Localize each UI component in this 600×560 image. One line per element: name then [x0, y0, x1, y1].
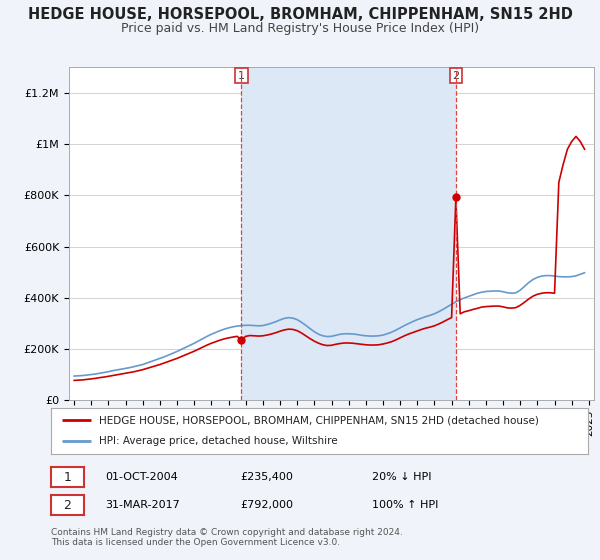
- Text: HEDGE HOUSE, HORSEPOOL, BROMHAM, CHIPPENHAM, SN15 2HD (detached house): HEDGE HOUSE, HORSEPOOL, BROMHAM, CHIPPEN…: [100, 415, 539, 425]
- Text: HPI: Average price, detached house, Wiltshire: HPI: Average price, detached house, Wilt…: [100, 436, 338, 446]
- Text: £792,000: £792,000: [240, 500, 293, 510]
- Text: 20% ↓ HPI: 20% ↓ HPI: [372, 472, 431, 482]
- Bar: [241, 67, 456, 400]
- Text: 1: 1: [238, 71, 245, 81]
- Text: HEDGE HOUSE, HORSEPOOL, BROMHAM, CHIPPENHAM, SN15 2HD: HEDGE HOUSE, HORSEPOOL, BROMHAM, CHIPPEN…: [28, 7, 572, 22]
- Text: Contains HM Land Registry data © Crown copyright and database right 2024.
This d: Contains HM Land Registry data © Crown c…: [51, 528, 403, 547]
- Text: 2: 2: [452, 71, 460, 81]
- Text: £235,400: £235,400: [240, 472, 293, 482]
- Text: 2: 2: [64, 498, 71, 512]
- Text: Price paid vs. HM Land Registry's House Price Index (HPI): Price paid vs. HM Land Registry's House …: [121, 22, 479, 35]
- Text: 01-OCT-2004: 01-OCT-2004: [105, 472, 178, 482]
- Text: 100% ↑ HPI: 100% ↑ HPI: [372, 500, 439, 510]
- Text: 1: 1: [64, 470, 71, 484]
- Text: 31-MAR-2017: 31-MAR-2017: [105, 500, 180, 510]
